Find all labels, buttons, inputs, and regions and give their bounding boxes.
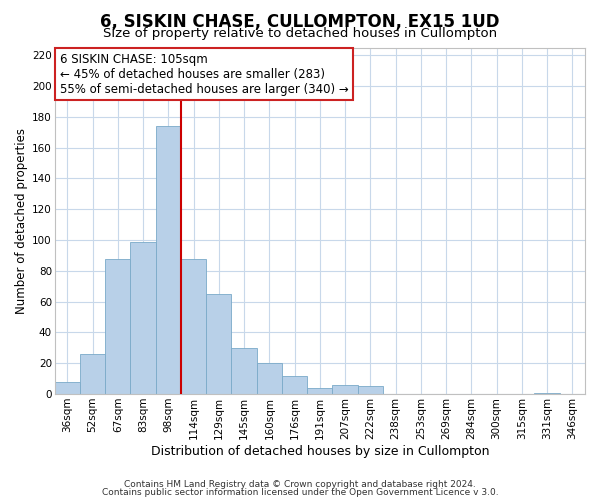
Text: Size of property relative to detached houses in Cullompton: Size of property relative to detached ho… — [103, 28, 497, 40]
Bar — [232, 348, 257, 394]
Text: 6 SISKIN CHASE: 105sqm
← 45% of detached houses are smaller (283)
55% of semi-de: 6 SISKIN CHASE: 105sqm ← 45% of detached… — [60, 52, 349, 96]
X-axis label: Distribution of detached houses by size in Cullompton: Distribution of detached houses by size … — [151, 444, 489, 458]
Bar — [80, 354, 105, 394]
Bar — [105, 258, 130, 394]
Bar — [257, 363, 282, 394]
Text: Contains HM Land Registry data © Crown copyright and database right 2024.: Contains HM Land Registry data © Crown c… — [124, 480, 476, 489]
Bar — [282, 376, 307, 394]
Text: Contains public sector information licensed under the Open Government Licence v : Contains public sector information licen… — [101, 488, 499, 497]
Y-axis label: Number of detached properties: Number of detached properties — [15, 128, 28, 314]
Bar — [332, 385, 358, 394]
Bar — [181, 258, 206, 394]
Bar — [130, 242, 156, 394]
Bar — [55, 382, 80, 394]
Bar — [535, 392, 560, 394]
Bar — [358, 386, 383, 394]
Bar — [206, 294, 232, 394]
Text: 6, SISKIN CHASE, CULLOMPTON, EX15 1UD: 6, SISKIN CHASE, CULLOMPTON, EX15 1UD — [100, 12, 500, 30]
Bar — [156, 126, 181, 394]
Bar — [307, 388, 332, 394]
